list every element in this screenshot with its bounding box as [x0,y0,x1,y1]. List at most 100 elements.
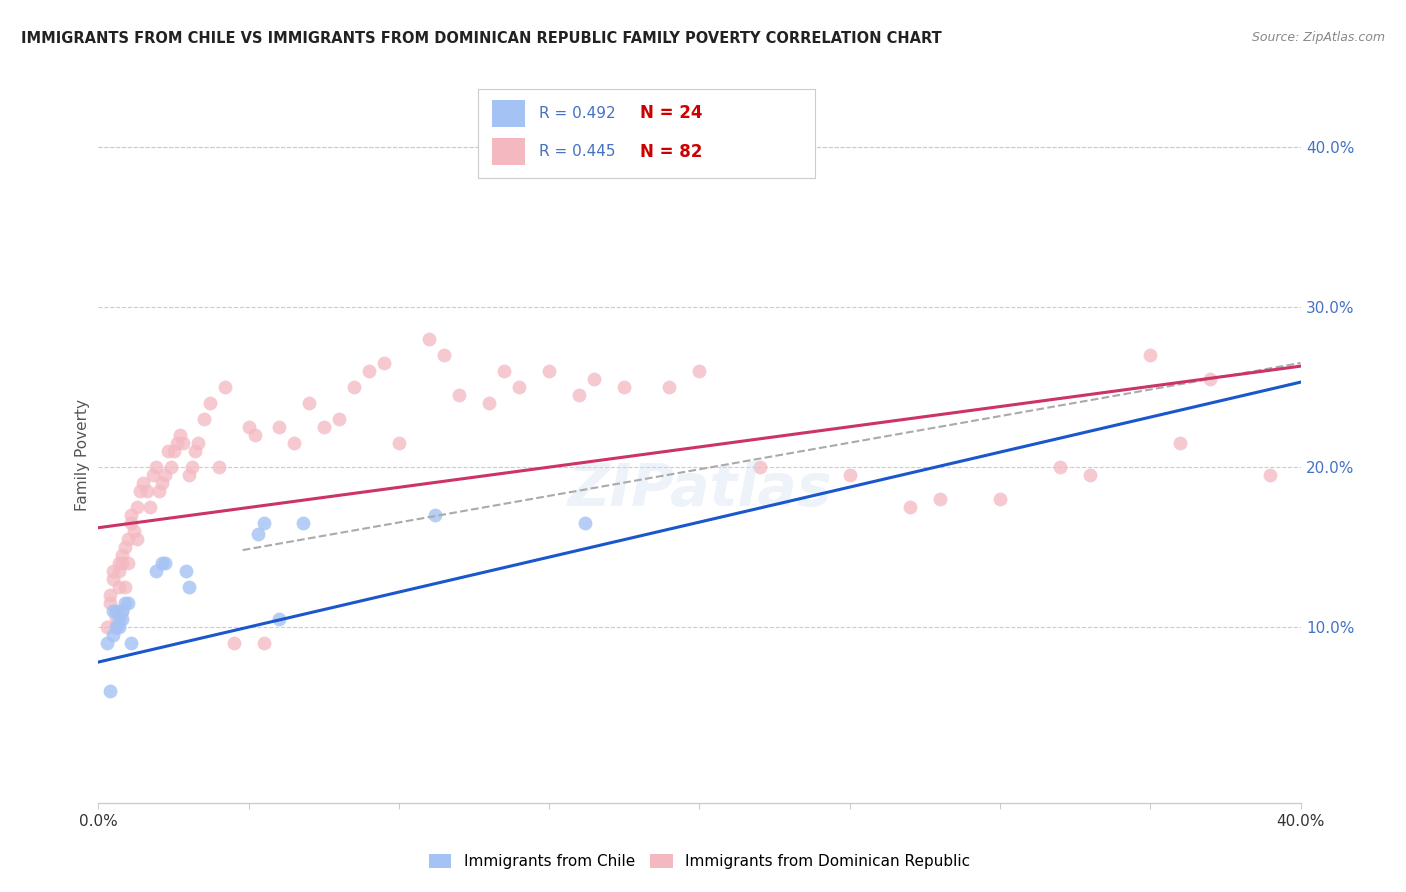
Legend: Immigrants from Chile, Immigrants from Dominican Republic: Immigrants from Chile, Immigrants from D… [422,848,977,875]
Point [1260,467,1282,482]
Point [494,364,516,378]
Point [357,364,380,378]
Point [145,459,167,474]
Point [124,524,146,538]
Point [177,580,200,594]
Point [388,436,411,450]
Point [103,604,125,618]
Point [100,596,122,610]
Point [117,556,139,570]
Point [478,396,501,410]
Point [108,564,131,578]
Point [117,596,139,610]
Point [193,412,215,426]
Point [108,580,131,594]
Point [129,483,152,498]
Point [162,444,184,458]
Point [298,396,321,410]
Point [117,532,139,546]
Point [150,475,173,490]
Point [208,459,231,474]
Point [174,564,197,578]
Point [114,596,136,610]
Point [135,483,157,498]
Point [568,388,591,402]
Point [1139,348,1161,362]
Point [898,500,921,514]
Point [328,412,350,426]
Point [183,444,205,458]
Point [108,620,131,634]
Point [418,332,440,346]
Point [105,604,128,618]
Point [105,620,128,634]
Point [103,564,125,578]
Point [108,612,131,626]
Point [253,636,276,650]
Point [283,436,305,450]
Bar [492,138,526,165]
Point [159,459,181,474]
Point [1199,372,1222,386]
Point [243,428,266,442]
Point [423,508,446,522]
Text: ZIPatlas: ZIPatlas [567,461,832,518]
Point [373,356,395,370]
Point [127,532,149,546]
Point [111,604,134,618]
Point [222,636,245,650]
Point [1049,459,1071,474]
Point [658,380,681,394]
Point [96,620,118,634]
Point [267,420,290,434]
Point [111,604,134,618]
Point [100,588,122,602]
Point [838,467,860,482]
Point [111,556,134,570]
Point [111,612,134,626]
Point [312,420,335,434]
Point [187,436,209,450]
Point [689,364,711,378]
Point [132,475,155,490]
Point [103,572,125,586]
Point [447,388,470,402]
Point [574,516,596,530]
Point [121,516,143,530]
Point [1170,436,1192,450]
Point [198,396,221,410]
Y-axis label: Family Poverty: Family Poverty [75,399,90,511]
Point [105,604,128,618]
Point [267,612,290,626]
Point [138,500,160,514]
Point [613,380,636,394]
Point [538,364,561,378]
Point [180,459,202,474]
Point [114,580,136,594]
Text: IMMIGRANTS FROM CHILE VS IMMIGRANTS FROM DOMINICAN REPUBLIC FAMILY POVERTY CORRE: IMMIGRANTS FROM CHILE VS IMMIGRANTS FROM… [21,31,942,46]
Text: R = 0.492: R = 0.492 [538,106,616,120]
Point [1078,467,1101,482]
Point [121,636,143,650]
Point [141,467,163,482]
Point [748,459,770,474]
Point [508,380,530,394]
Point [156,444,179,458]
Point [166,436,188,450]
Point [127,500,149,514]
Point [105,620,128,634]
Point [153,467,176,482]
Point [433,348,456,362]
Point [114,540,136,554]
Text: N = 82: N = 82 [640,143,703,161]
Point [150,556,173,570]
Point [121,508,143,522]
Point [246,527,269,541]
Point [988,491,1011,506]
Point [145,564,167,578]
Point [172,436,194,450]
Bar [492,100,526,127]
Point [929,491,952,506]
Point [253,516,276,530]
Point [291,516,314,530]
